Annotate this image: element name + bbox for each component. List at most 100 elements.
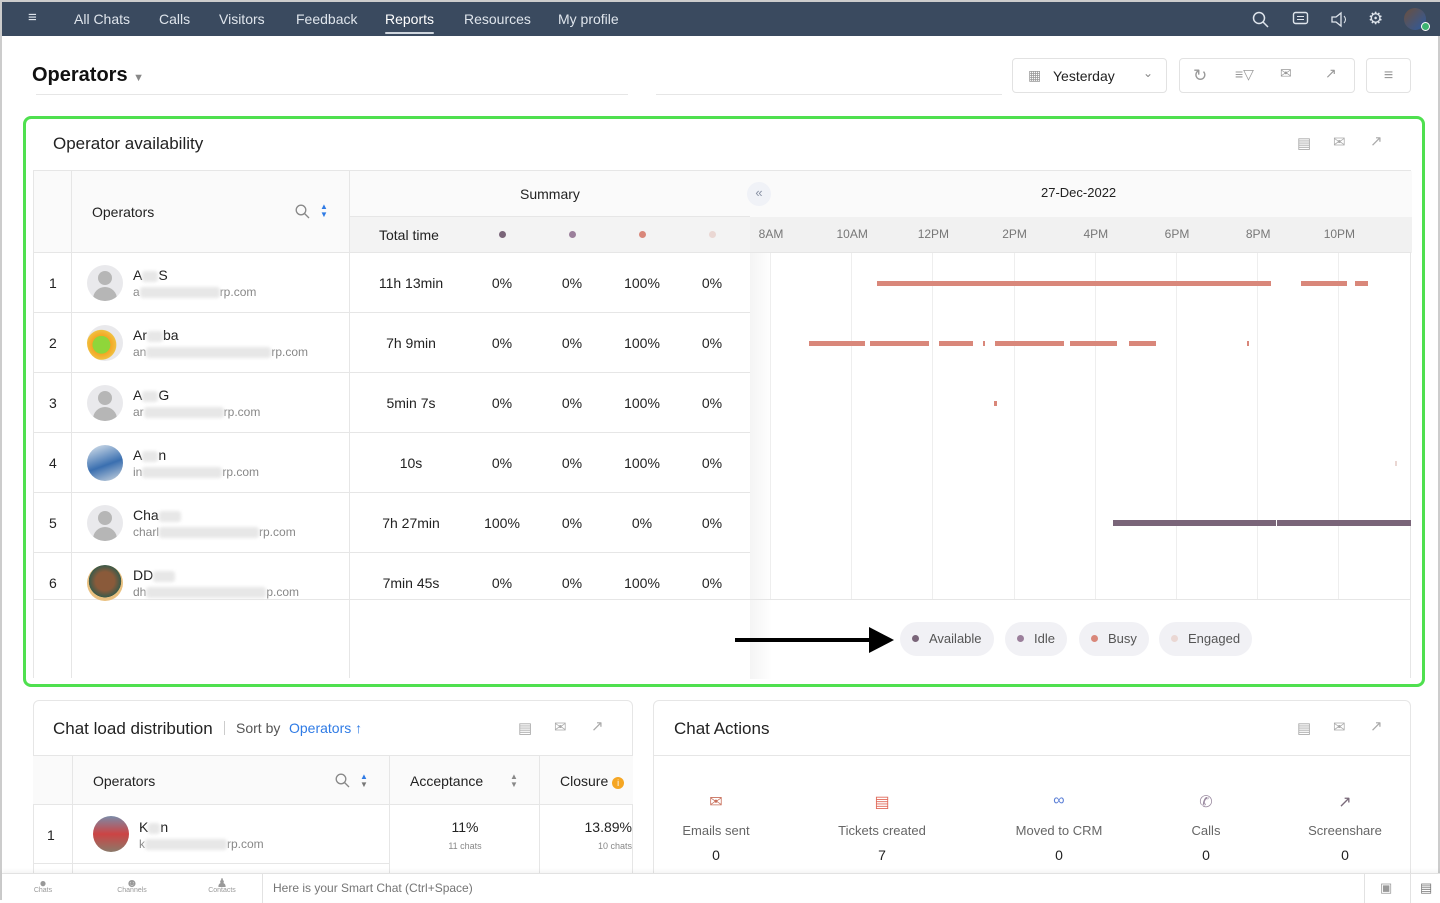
total-time: 5min 7s [386, 395, 436, 411]
sort-icon[interactable]: ▲ ▼ [510, 772, 518, 789]
idle-percent: 0% [561, 455, 583, 471]
table-row[interactable]: 2 Ar ba an rp.com 7h 9min 0% 0% 100% 0% [33, 313, 750, 373]
idle-percent: 0% [561, 275, 583, 291]
idle-percent: 0% [561, 335, 583, 351]
nav-resources[interactable]: Resources [464, 11, 531, 27]
timeline-bar-busy[interactable] [1070, 340, 1118, 346]
bottom-channels[interactable]: ☻ Channels [112, 876, 152, 894]
time-tick-label: 2PM [1002, 227, 1027, 241]
legend-idle[interactable]: Idle [1005, 622, 1067, 656]
idle-percent: 0% [561, 395, 583, 411]
timeline-gridline [1338, 253, 1340, 599]
table-view-icon[interactable]: ▤ [1297, 135, 1312, 152]
total-time: 7h 27min [382, 515, 440, 531]
table-row[interactable]: 6 DD dh p.com 7min 45s 0% 0% 100% 0% [33, 553, 750, 613]
available-percent: 100% [484, 515, 520, 531]
avatar [87, 385, 123, 421]
row-number: 6 [49, 575, 57, 591]
time-tick-label: 10AM [836, 227, 868, 241]
mail-icon[interactable]: ✉ [1280, 65, 1292, 81]
collapse-summary-button[interactable]: « [747, 182, 771, 206]
total-time: 7min 45s [382, 575, 440, 591]
timeline-bar-busy[interactable] [1247, 340, 1250, 346]
timeline-bar-busy[interactable] [1355, 280, 1369, 286]
timeline-bar-busy[interactable] [1128, 340, 1156, 346]
legend-engaged[interactable]: Engaged [1159, 622, 1253, 656]
date-range-picker[interactable]: ▦ Yesterday ⌄ [1012, 58, 1167, 93]
card-title: Operator availability [53, 134, 204, 153]
mail-icon[interactable]: ✉ [1333, 134, 1346, 151]
bottom-contacts[interactable]: ♟ Contacts [202, 876, 242, 894]
nav-visitors[interactable]: Visitors [219, 11, 265, 27]
sort-icon[interactable]: ▲ ▼ [360, 772, 368, 789]
export-icon[interactable]: ↗ [1370, 133, 1383, 150]
total-time-header: Total time [379, 227, 439, 243]
table-view-icon[interactable]: ▤ [518, 720, 533, 737]
customize-button[interactable]: ≡ [1366, 58, 1411, 93]
menu-icon[interactable]: ≡ [28, 9, 37, 26]
busy-percent: 100% [624, 455, 660, 471]
legend-busy[interactable]: Busy [1079, 622, 1149, 656]
bottom-bar: ●Chats ☻Channels ♟Contacts ▣ ▤ [2, 873, 1440, 903]
refresh-icon[interactable]: ↻ [1193, 66, 1208, 85]
mail-icon[interactable]: ✉ [1333, 719, 1346, 736]
avatar [87, 445, 123, 481]
timeline-bar-available[interactable] [1277, 520, 1411, 526]
user-avatar[interactable] [1404, 8, 1426, 30]
timeline-bar-engaged[interactable] [1395, 460, 1398, 466]
info-icon[interactable]: i [612, 777, 625, 789]
card-title: Chat load distribution [53, 719, 213, 738]
search-icon[interactable] [335, 773, 350, 788]
smart-chat-input[interactable] [267, 877, 1357, 899]
bottom-chats[interactable]: ● Chats [28, 876, 58, 894]
legend-available[interactable]: Available [900, 622, 994, 656]
timeline-bar-busy[interactable] [994, 340, 1064, 346]
availability-table [33, 170, 1412, 679]
nav-all-chats[interactable]: All Chats [74, 11, 131, 27]
timeline-bar-busy[interactable] [983, 340, 986, 346]
sort-field-link[interactable]: Operators ↑ [289, 720, 363, 736]
table-view-icon[interactable]: ▤ [1297, 720, 1312, 737]
timeline-bar-busy[interactable] [994, 400, 998, 406]
timeline-bar-busy[interactable] [939, 340, 973, 346]
speaker-icon[interactable] [1330, 11, 1348, 28]
export-icon[interactable]: ↗ [591, 718, 604, 735]
date-filter-value: Yesterday [1053, 68, 1115, 84]
summary-header: Summary [520, 186, 580, 202]
notes-icon[interactable]: ▤ [1420, 880, 1433, 895]
nav-feedback[interactable]: Feedback [296, 11, 358, 27]
available-percent: 0% [491, 455, 513, 471]
search-icon[interactable] [295, 204, 310, 219]
export-icon[interactable]: ↗ [1370, 718, 1383, 735]
timeline-bar-busy[interactable] [870, 340, 930, 346]
operator-availability-card [23, 116, 1425, 687]
timeline-bar-busy[interactable] [808, 340, 866, 346]
timeline-bar-busy[interactable] [877, 280, 1272, 286]
settings-icon[interactable]: ⚙ [1368, 9, 1384, 28]
nav-reports[interactable]: Reports [385, 11, 435, 34]
page-title[interactable]: Operators ▼ [32, 64, 145, 86]
nav-calls[interactable]: Calls [159, 11, 191, 27]
table-row[interactable]: 5 Cha charl rp.com 7h 27min 100% 0% 0% 0% [33, 493, 750, 553]
chat-icon[interactable] [1292, 11, 1309, 28]
presentation-icon[interactable]: ▣ [1380, 880, 1393, 895]
sort-icon[interactable]: ▲ ▼ [320, 202, 328, 219]
timeline-bar-available[interactable] [1112, 520, 1276, 526]
mail-icon[interactable]: ✉ [554, 719, 567, 736]
export-icon[interactable]: ↗ [1325, 65, 1337, 81]
filter-icon[interactable]: ≡▽ [1235, 66, 1254, 82]
busy-percent: 100% [624, 395, 660, 411]
search-icon[interactable] [1252, 11, 1269, 28]
sort-by-label: Sort by [236, 720, 281, 736]
timeline-bar-busy[interactable] [1301, 280, 1347, 286]
operator-email: an rp.com [133, 345, 309, 359]
operators-column-header: Operators [93, 773, 156, 789]
avatar [87, 505, 123, 541]
nav-my-profile[interactable]: My profile [558, 11, 619, 27]
